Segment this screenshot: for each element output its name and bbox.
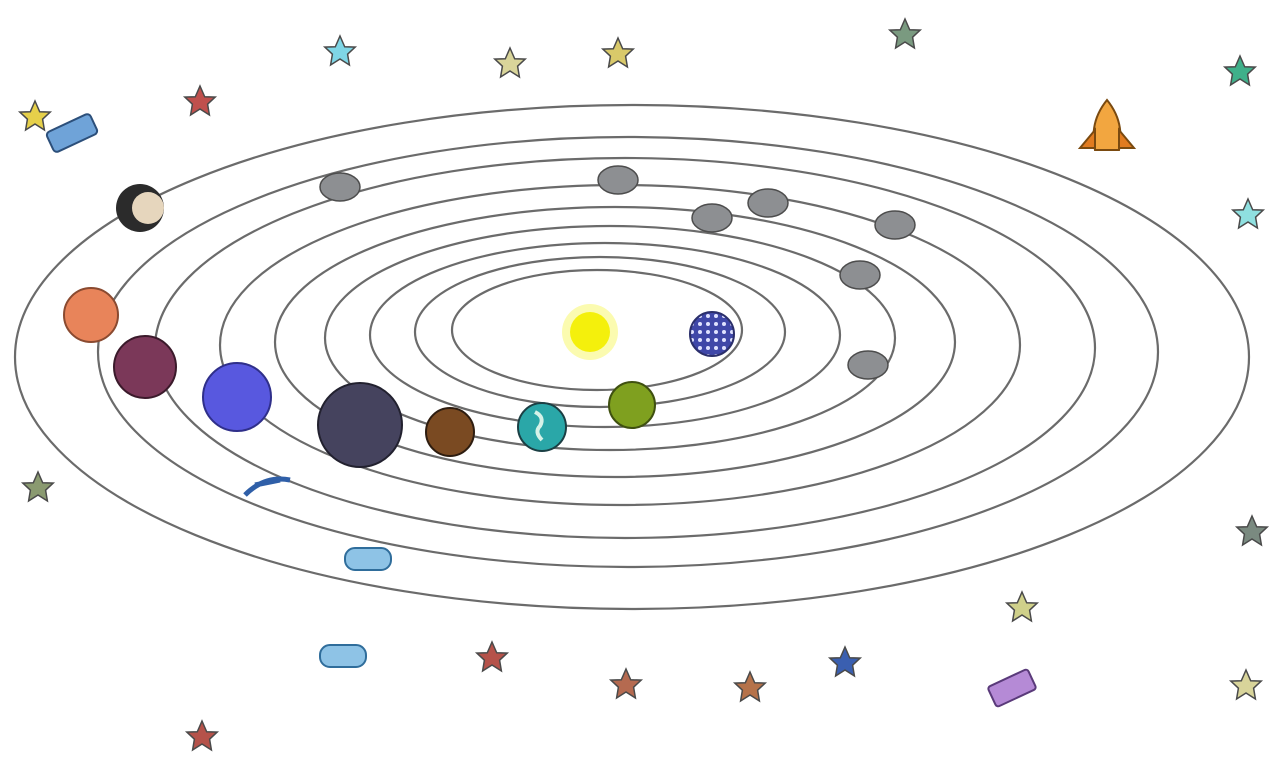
asteroid xyxy=(598,166,638,194)
page xyxy=(0,0,1274,758)
planet xyxy=(203,363,271,431)
asteroid xyxy=(875,211,915,239)
satellite xyxy=(320,645,366,667)
planet xyxy=(690,312,734,356)
planet xyxy=(64,288,118,342)
asteroid xyxy=(848,351,888,379)
sun xyxy=(570,312,610,352)
planet xyxy=(318,383,402,467)
planet xyxy=(426,408,474,456)
planet xyxy=(114,336,176,398)
satellite xyxy=(345,548,391,570)
asteroid xyxy=(840,261,880,289)
earth xyxy=(518,403,566,451)
solar-system-scene xyxy=(0,0,1274,758)
asteroid xyxy=(692,204,732,232)
moon-lit xyxy=(132,192,164,224)
asteroid xyxy=(748,189,788,217)
asteroid xyxy=(320,173,360,201)
planet xyxy=(609,382,655,428)
